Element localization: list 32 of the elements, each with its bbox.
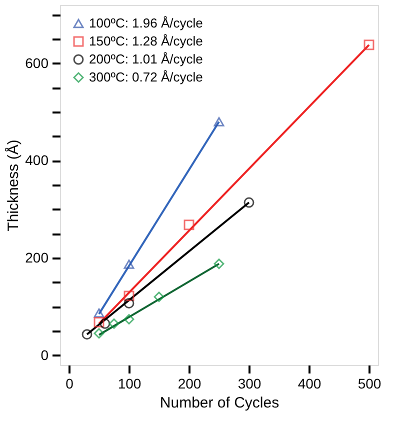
y-tick-label: 400 [25,152,49,168]
y-tick-label: 0 [40,346,49,363]
point [124,290,134,302]
legend-label: 150ºC: 1.28 Å/cycle [89,34,203,48]
y-tick-label: 200 [25,249,49,266]
point [82,329,92,340]
point [100,318,110,329]
point [94,308,104,318]
y-axis-title: Thickness (Å) [4,140,22,232]
point [124,298,134,308]
point [108,318,120,329]
x-tick-label: 500 [358,376,382,392]
legend-label: 300ºC: 0.72 Å/cycle [89,70,203,84]
x-tick-label: 300 [238,376,262,392]
point [154,292,164,302]
x-tick-label: 200 [178,376,202,392]
x-tick-label: 0 [66,376,74,392]
point [94,328,104,339]
point [364,40,374,50]
point [244,197,254,208]
point [124,314,134,324]
point [214,258,224,270]
x-tick-label: 100 [118,376,142,392]
point [124,260,134,269]
x-tick-label: 400 [298,376,322,392]
legend-label: 100ºC: 1.96 Å/cycle [89,16,203,30]
point [214,117,224,126]
x-axis-title: Number of Cycles [160,394,280,412]
legend-label: 200ºC: 1.01 Å/cycle [89,52,203,66]
point [184,220,194,230]
y-tick-label: 600 [25,54,49,71]
point [94,316,104,328]
